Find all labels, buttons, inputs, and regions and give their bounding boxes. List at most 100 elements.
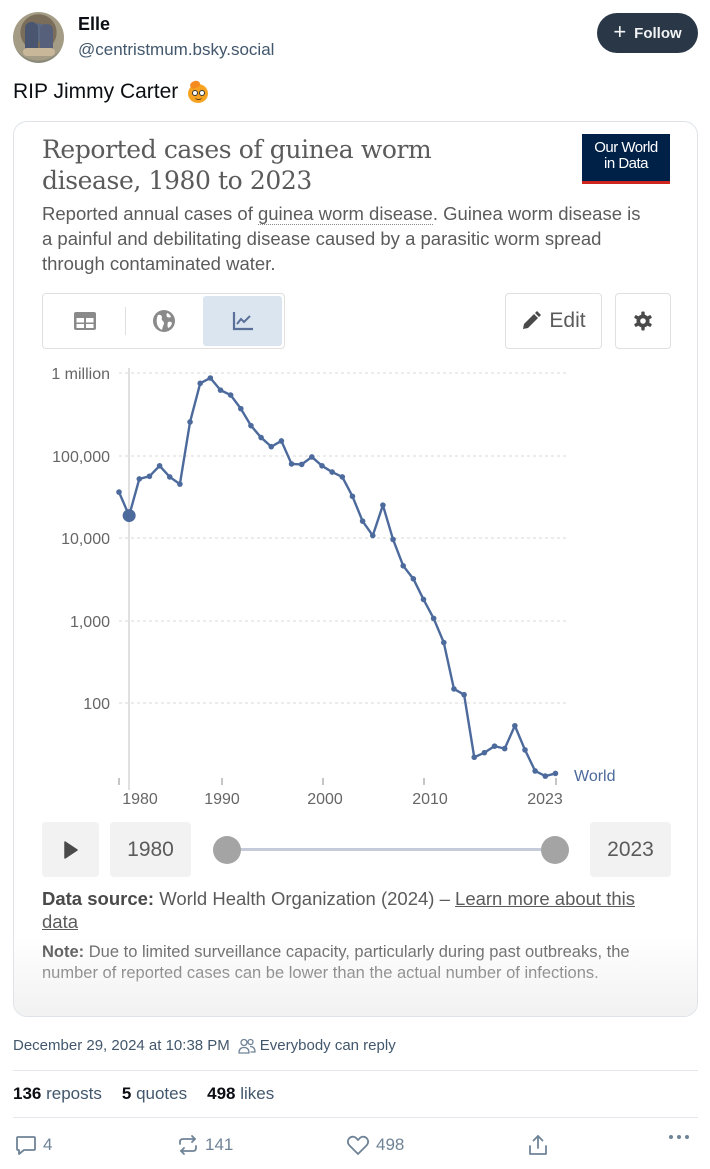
data-point[interactable] <box>542 773 549 779</box>
timeline-start-year[interactable]: 1980 <box>110 822 191 877</box>
like-button[interactable]: 498 <box>346 1134 404 1156</box>
likes-stat[interactable]: 498 likes <box>207 1084 274 1104</box>
x-axis-ticks <box>118 778 557 785</box>
data-point[interactable] <box>238 405 244 412</box>
settings-button[interactable] <box>615 293 671 349</box>
logo-line-1: Our World <box>594 139 658 156</box>
y-tick-label: 1,000 <box>70 614 110 631</box>
edit-button[interactable]: Edit <box>505 293 602 349</box>
data-point[interactable] <box>390 536 396 543</box>
tab-chart[interactable] <box>203 296 282 346</box>
reposts-stat[interactable]: 136 reposts <box>13 1084 102 1104</box>
reposts-label: reposts <box>46 1084 102 1103</box>
logo-line-2: in Data <box>603 155 649 172</box>
more-options-button[interactable] <box>668 1134 690 1140</box>
globe-icon <box>152 310 175 332</box>
data-point[interactable] <box>441 639 447 646</box>
data-point[interactable] <box>217 387 224 393</box>
data-point[interactable] <box>380 502 386 508</box>
timeline-slider-track[interactable] <box>227 848 552 851</box>
data-point[interactable] <box>491 743 498 749</box>
quotes-label: quotes <box>136 1084 188 1103</box>
owid-logo: Our World in Data <box>582 134 670 184</box>
data-point[interactable] <box>288 461 295 467</box>
data-point[interactable] <box>136 476 143 482</box>
data-point[interactable] <box>248 422 254 429</box>
data-point[interactable] <box>532 768 538 774</box>
data-point[interactable] <box>177 481 183 487</box>
people-icon <box>238 1038 256 1054</box>
data-point[interactable] <box>329 469 335 475</box>
repost-button[interactable]: 141 <box>177 1134 233 1156</box>
data-point[interactable] <box>278 438 285 444</box>
data-point[interactable] <box>451 686 457 692</box>
data-point[interactable] <box>512 722 518 729</box>
engagement-stats: 136 reposts 5 quotes 498 likes <box>13 1084 274 1104</box>
avatar[interactable] <box>13 12 64 63</box>
data-point[interactable] <box>400 563 407 569</box>
data-point[interactable] <box>156 463 163 469</box>
subtitle-definition-link[interactable]: guinea worm disease <box>257 203 433 225</box>
data-point[interactable] <box>461 691 467 698</box>
data-point[interactable] <box>481 749 488 756</box>
data-point[interactable] <box>339 474 346 480</box>
highlighted-data-point[interactable] <box>122 509 136 523</box>
data-point[interactable] <box>309 454 315 460</box>
tab-table[interactable] <box>45 296 124 346</box>
reply-button[interactable]: 4 <box>15 1134 52 1156</box>
play-icon <box>63 840 78 859</box>
data-point[interactable] <box>349 493 356 500</box>
quotes-stat[interactable]: 5 quotes <box>122 1084 187 1104</box>
series-label-world: World <box>574 768 616 785</box>
play-button[interactable] <box>42 822 99 877</box>
data-point[interactable] <box>258 434 264 441</box>
data-point[interactable] <box>410 576 417 582</box>
line-chart[interactable]: 1 million 100,000 10,000 1,000 100 1980 … <box>14 122 698 822</box>
timeline-start-handle[interactable] <box>213 836 241 864</box>
data-point[interactable] <box>501 745 508 752</box>
x-tick-label: 2000 <box>307 791 343 808</box>
author-display-name[interactable]: Elle <box>78 14 111 34</box>
post-meta: December 29, 2024 at 10:38 PM Everybody … <box>13 1037 396 1054</box>
embedded-image[interactable]: Reported cases of guinea worm disease, 1… <box>13 121 698 1017</box>
data-point[interactable] <box>522 747 528 753</box>
chart-subtitle: Reported annual cases of guinea worm dis… <box>42 201 642 276</box>
subtitle-text-post: . Guinea worm disease is a painful and d… <box>42 203 641 274</box>
data-point[interactable] <box>359 518 366 524</box>
data-point[interactable] <box>268 443 275 450</box>
data-point[interactable] <box>197 380 203 387</box>
data-point[interactable] <box>420 596 427 603</box>
timeline-end-handle[interactable] <box>541 836 569 864</box>
post-timestamp[interactable]: December 29, 2024 at 10:38 PM <box>13 1037 230 1054</box>
data-point[interactable] <box>146 473 153 480</box>
data-point[interactable] <box>319 463 325 469</box>
series-world-line[interactable] <box>116 375 559 779</box>
data-point[interactable] <box>430 615 437 622</box>
divider <box>13 1070 698 1071</box>
comment-icon <box>16 1136 36 1155</box>
data-point[interactable] <box>116 489 122 495</box>
tab-separator <box>125 307 126 335</box>
data-point[interactable] <box>298 461 305 468</box>
y-gridlines <box>119 372 569 704</box>
likes-count: 498 <box>207 1084 236 1103</box>
data-source: Data source: World Health Organization (… <box>42 887 672 933</box>
table-icon <box>73 312 96 330</box>
timeline-end-year[interactable]: 2023 <box>590 822 671 877</box>
data-point[interactable] <box>227 392 234 398</box>
data-point[interactable] <box>166 474 173 480</box>
reply-setting[interactable]: Everybody can reply <box>238 1037 396 1054</box>
learn-more-link[interactable]: Learn more about this data <box>42 888 635 932</box>
data-point[interactable] <box>552 770 559 777</box>
view-tabs <box>42 293 285 349</box>
data-point[interactable] <box>187 419 193 425</box>
x-tick-label: 2023 <box>527 791 563 808</box>
data-point[interactable] <box>369 532 376 539</box>
follow-button[interactable]: + Follow <box>597 13 698 53</box>
data-point[interactable] <box>471 754 478 761</box>
author-handle[interactable]: @centristmum.bsky.social <box>78 40 275 59</box>
likes-label: likes <box>240 1084 275 1103</box>
tab-map[interactable] <box>124 296 203 346</box>
data-point[interactable] <box>207 375 214 381</box>
share-button[interactable] <box>527 1134 549 1156</box>
